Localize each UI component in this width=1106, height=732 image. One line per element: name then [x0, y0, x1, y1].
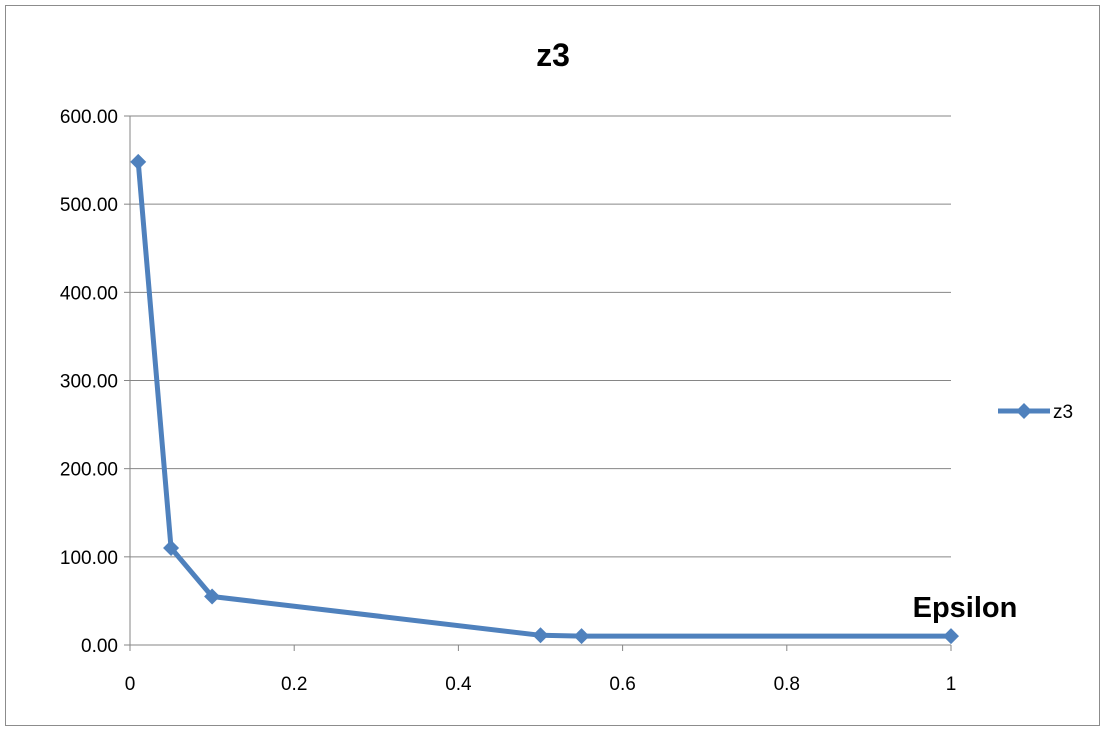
legend-label: z3 [1053, 402, 1073, 423]
y-tick-label: 300.00 [60, 372, 118, 393]
y-tick-label: 500.00 [60, 195, 118, 216]
y-tick-labels: 0.00 100.00 200.00 300.00 400.00 500.00 600.00 [60, 107, 118, 657]
x-axis-label: Epsilon [913, 592, 1018, 624]
y-tick-label: 100.00 [60, 548, 118, 569]
data-point [163, 540, 180, 557]
data-point [943, 628, 959, 645]
chart-title: z3 [536, 37, 570, 73]
x-tick-label: 0 [125, 674, 136, 695]
x-tick-label: 1 [946, 674, 957, 695]
x-tick-label: 0.2 [281, 674, 307, 695]
data-point [573, 628, 590, 645]
axes [124, 115, 952, 651]
x-tick-label: 0.4 [445, 674, 472, 695]
x-tick-label: 0.6 [609, 674, 635, 695]
series-line-z3 [135, 161, 951, 639]
data-point [204, 588, 221, 605]
y-tick-label: 0.00 [81, 636, 118, 657]
data-point [532, 627, 549, 644]
series-group [130, 153, 959, 645]
x-tick-labels: 0 0.2 0.4 0.6 0.8 1 [125, 674, 957, 695]
data-point [130, 153, 147, 170]
x-tick-label: 0.8 [774, 674, 800, 695]
legend: z3 [998, 402, 1073, 423]
legend-marker [1016, 403, 1032, 419]
gridlines [130, 115, 951, 558]
y-tick-label: 200.00 [60, 460, 118, 481]
y-tick-label: 600.00 [60, 107, 118, 128]
y-tick-label: 400.00 [60, 283, 118, 304]
chart-frame [5, 5, 1100, 726]
